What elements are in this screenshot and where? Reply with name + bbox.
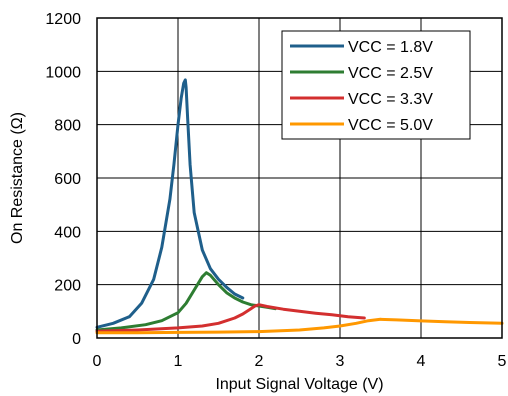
y-tick-label: 0 xyxy=(72,331,81,348)
y-tick-label: 600 xyxy=(54,171,81,188)
legend-label: VCC = 5.0V xyxy=(348,117,433,134)
y-tick-label: 800 xyxy=(54,118,81,135)
series-layer xyxy=(95,78,504,335)
plot-frame xyxy=(96,17,503,339)
y-tick-label: 1200 xyxy=(45,11,81,28)
tick-layer: 0 1 2 3 4 5 0 200 400 600 800 1000 1200 xyxy=(45,11,506,370)
x-tick-label: 0 xyxy=(93,353,102,370)
y-tick-label: 400 xyxy=(54,224,81,241)
x-tick-label: 3 xyxy=(336,353,345,370)
y-tick-label: 1000 xyxy=(45,64,81,81)
legend-label: VCC = 1.8V xyxy=(348,39,433,56)
y-tick-label: 200 xyxy=(54,278,81,295)
series-line-vcc-1-8v xyxy=(95,78,245,329)
series-line-vcc-5-0v xyxy=(95,317,504,335)
x-tick-label: 1 xyxy=(174,353,183,370)
legend-label: VCC = 3.3V xyxy=(348,91,433,108)
x-axis-title: Input Signal Voltage (V) xyxy=(215,376,383,393)
series-line-vcc-2-5v xyxy=(95,271,277,332)
x-tick-label: 5 xyxy=(498,353,507,370)
series-line-vcc-3-3v xyxy=(95,303,366,333)
y-axis-title: On Resistance (Ω) xyxy=(9,112,26,244)
x-tick-label: 2 xyxy=(255,353,264,370)
x-tick-label: 4 xyxy=(417,353,426,370)
legend: VCC = 1.8V VCC = 2.5V VCC = 3.3V VCC = 5.0V xyxy=(281,30,471,140)
legend-box xyxy=(281,30,471,140)
legend-label: VCC = 2.5V xyxy=(348,65,433,82)
